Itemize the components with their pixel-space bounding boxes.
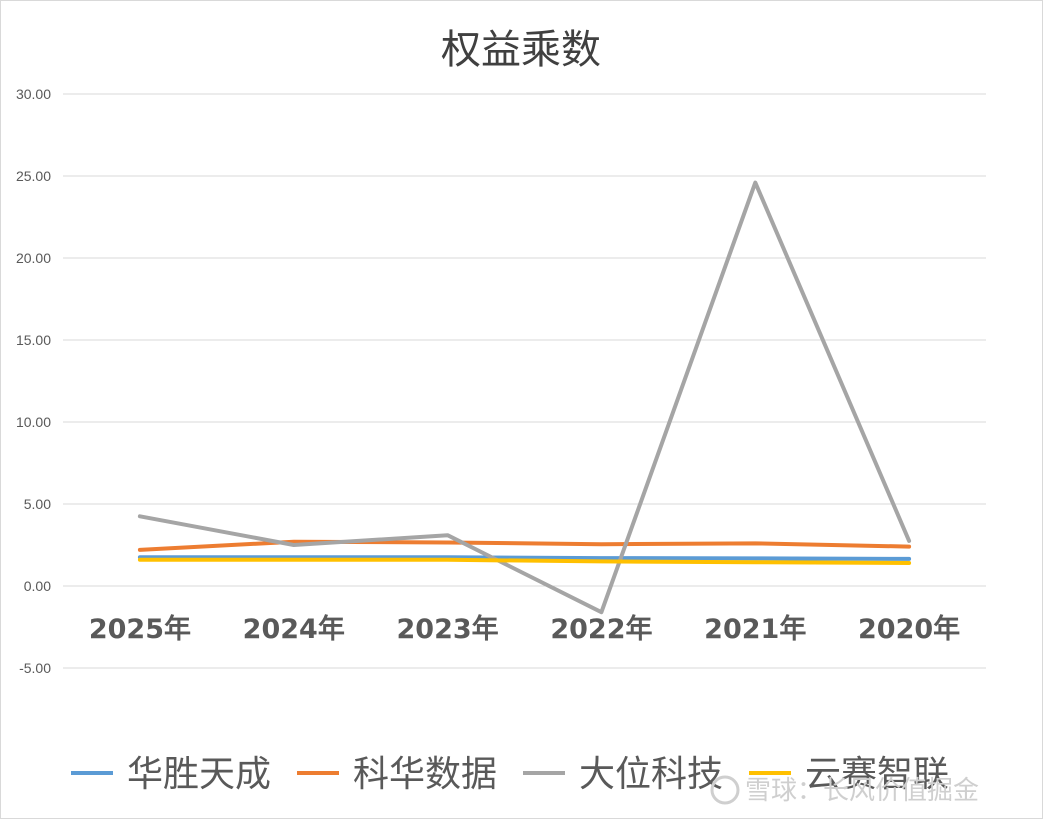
legend-label: 华胜天成 (127, 754, 271, 795)
x-tick-label: 2025年 (89, 613, 191, 645)
watermark-text: 雪球：长风价值掘金 (745, 776, 979, 806)
y-tick-label: 5.00 (24, 496, 51, 512)
x-tick-label: 2022年 (550, 613, 652, 645)
series-line-3 (137, 180, 912, 615)
watermark: 雪球：长风价值掘金 (710, 775, 979, 806)
x-tick-label: 2021年 (704, 613, 806, 645)
y-axis-ticks: 30.00 25.00 20.00 15.00 10.00 5.00 0.00 -5.00 (16, 86, 51, 676)
chart-title: 权益乘数 (441, 27, 601, 73)
legend-label: 大位科技 (579, 754, 723, 795)
y-tick-label: -5.00 (19, 660, 51, 676)
y-tick-label: 0.00 (24, 578, 51, 594)
series-line-1 (137, 555, 912, 561)
legend: 华胜天成 科华数据 大位科技 云赛智联 (71, 754, 949, 795)
y-tick-label: 10.00 (16, 414, 51, 430)
series-line-2 (137, 539, 912, 552)
x-tick-label: 2023年 (397, 613, 499, 645)
legend-label: 云赛智联 (805, 754, 949, 795)
x-tick-label: 2024年 (243, 613, 345, 645)
snowball-logo-icon (710, 775, 740, 805)
gridlines (63, 93, 986, 669)
y-tick-label: 15.00 (16, 332, 51, 348)
x-tick-label: 2020年 (858, 613, 960, 645)
y-tick-label: 20.00 (16, 250, 51, 266)
y-tick-label: 25.00 (16, 168, 51, 184)
legend-label: 科华数据 (353, 754, 497, 795)
y-tick-label: 30.00 (16, 86, 51, 102)
series-lines (137, 180, 912, 615)
x-axis-ticks: 2025年 2024年 2023年 2022年 2021年 2020年 (89, 613, 960, 645)
series-line-4 (137, 557, 912, 565)
